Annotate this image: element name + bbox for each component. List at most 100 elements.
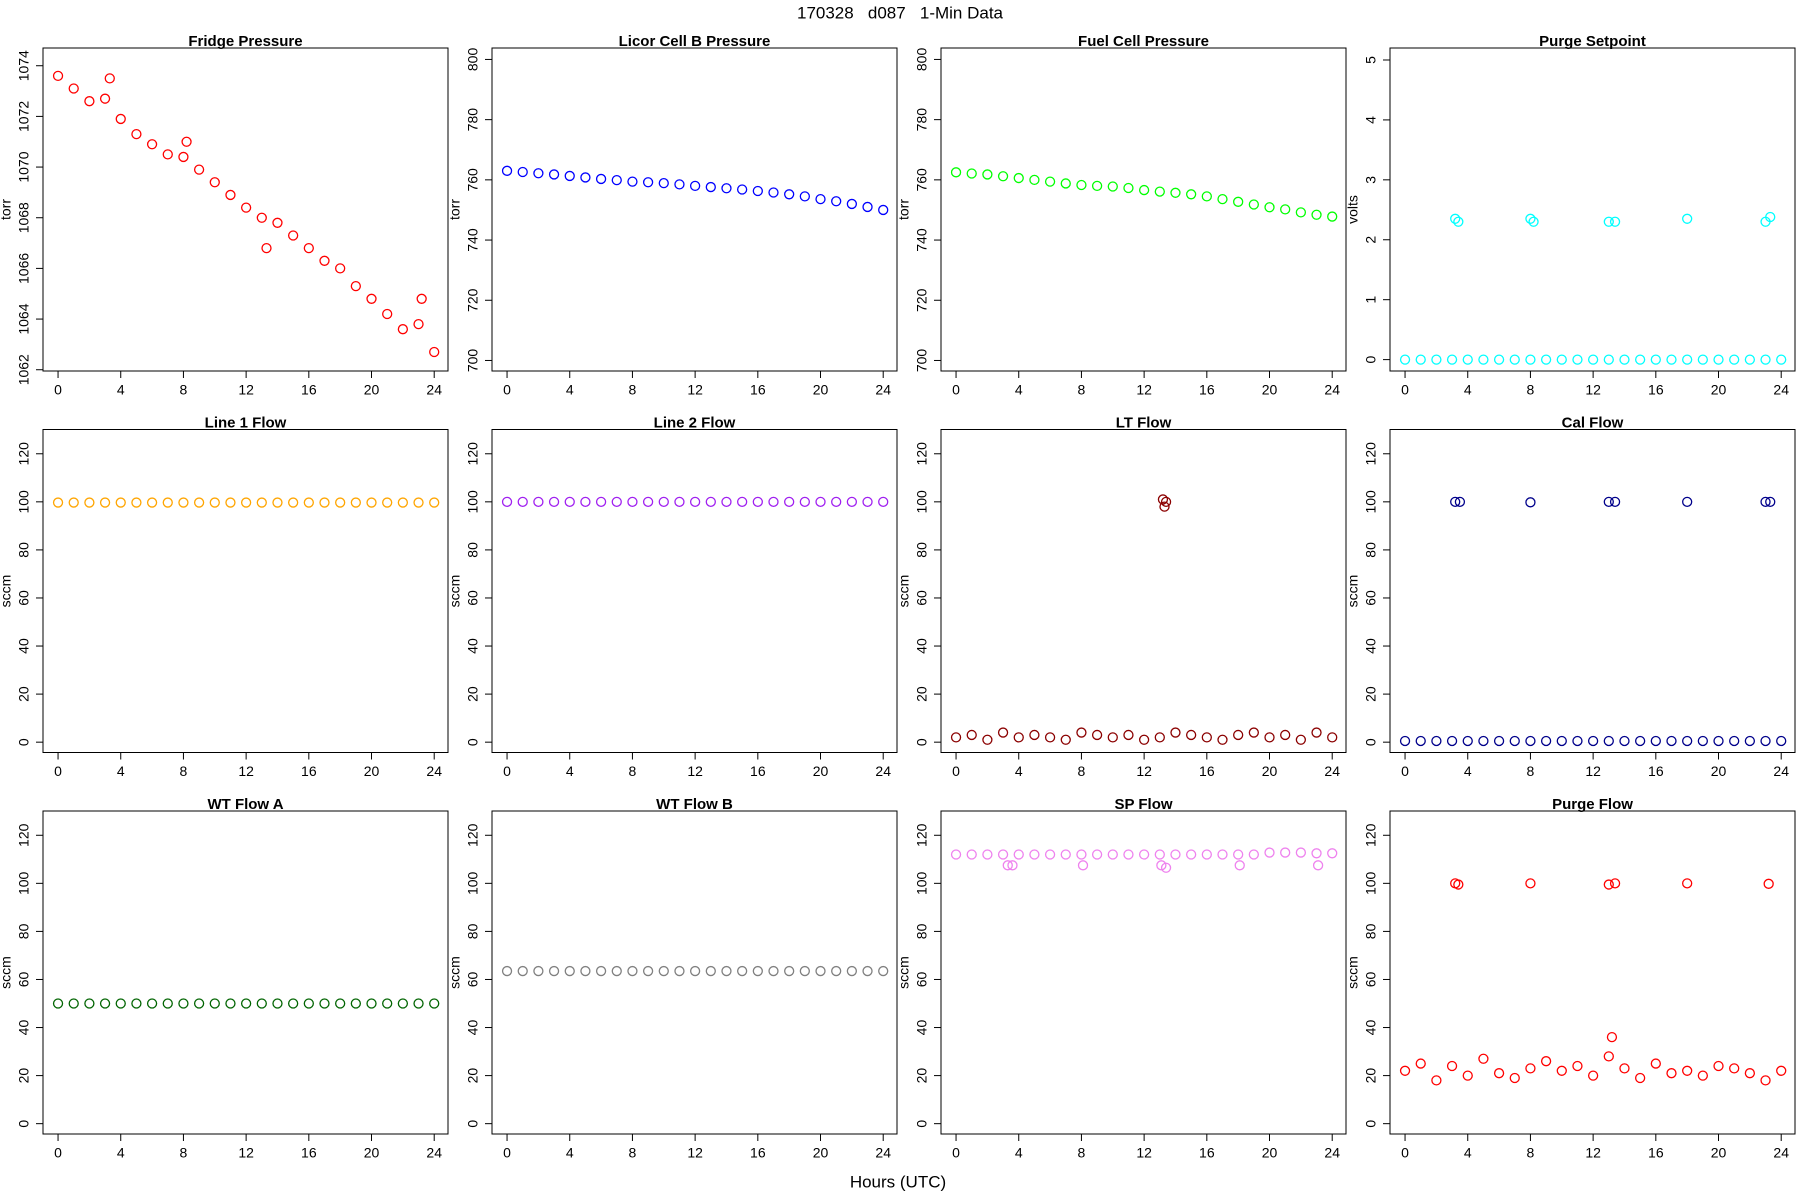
data-point xyxy=(1713,354,1724,365)
data-point xyxy=(689,180,701,192)
x-tick-label: 4 xyxy=(566,1145,574,1161)
data-point xyxy=(1107,732,1118,743)
y-tick-label: 1 xyxy=(1363,296,1379,304)
y-tick-label: 20 xyxy=(465,686,481,702)
data-point xyxy=(303,242,314,254)
data-point xyxy=(382,308,393,320)
data-point xyxy=(178,497,189,508)
y-tick-label: 740 xyxy=(914,228,930,252)
y-tick-label: 720 xyxy=(914,288,930,312)
x-tick-label: 4 xyxy=(1015,382,1023,398)
data-point xyxy=(1295,207,1307,218)
y-tick-label: 780 xyxy=(465,108,481,132)
y-tick-label: 0 xyxy=(914,1120,930,1128)
data-point xyxy=(627,176,638,187)
data-point xyxy=(1138,849,1150,860)
data-point xyxy=(162,497,173,508)
data-point xyxy=(705,965,716,977)
data-point xyxy=(1327,732,1338,743)
data-point xyxy=(611,965,622,977)
x-tick-label: 12 xyxy=(687,382,703,398)
y-axis-label: sccm xyxy=(447,956,463,989)
data-point xyxy=(1311,727,1322,738)
x-tick-label: 20 xyxy=(813,382,829,398)
data-point xyxy=(846,496,858,507)
x-tick-label: 16 xyxy=(1648,1145,1664,1161)
data-point xyxy=(1431,354,1442,365)
data-point xyxy=(784,496,795,507)
data-point xyxy=(548,965,560,977)
data-point xyxy=(1233,729,1244,741)
data-point xyxy=(752,496,763,507)
data-point xyxy=(564,170,575,182)
data-point xyxy=(1634,1072,1646,1084)
data-point xyxy=(131,128,142,140)
data-point xyxy=(115,497,126,508)
x-tick-label: 0 xyxy=(54,382,62,398)
data-point xyxy=(564,965,575,977)
x-tick-label: 0 xyxy=(503,382,511,398)
data-point xyxy=(1295,734,1307,745)
data-point xyxy=(335,497,346,508)
data-point xyxy=(580,965,591,977)
data-point xyxy=(705,181,716,193)
data-point xyxy=(181,136,192,147)
y-tick-label: 20 xyxy=(16,1068,32,1084)
data-point xyxy=(1013,172,1024,184)
data-point xyxy=(658,965,669,977)
data-point xyxy=(950,849,962,860)
data-point xyxy=(1744,735,1756,747)
y-tick-label: 120 xyxy=(16,442,32,466)
data-point xyxy=(1556,1065,1567,1076)
data-point xyxy=(99,998,111,1009)
x-tick-label: 4 xyxy=(1464,382,1472,398)
data-point xyxy=(225,497,236,508)
x-tick-label: 16 xyxy=(301,382,317,398)
data-point xyxy=(84,497,95,508)
data-point xyxy=(1060,849,1071,860)
x-tick-label: 0 xyxy=(54,763,62,779)
data-point xyxy=(335,998,346,1009)
data-point xyxy=(1248,727,1259,738)
x-tick-label: 8 xyxy=(1527,1145,1535,1161)
data-point xyxy=(240,202,252,213)
x-axis-label: Hours (UTC) xyxy=(850,1172,946,1191)
data-point xyxy=(815,193,826,205)
data-point xyxy=(397,998,409,1009)
y-tick-label: 120 xyxy=(465,442,481,466)
data-point xyxy=(1765,211,1776,223)
data-point xyxy=(611,175,622,186)
data-point xyxy=(240,497,252,508)
data-point xyxy=(1170,727,1181,738)
data-point xyxy=(1478,735,1489,747)
x-tick-label: 8 xyxy=(180,382,188,398)
x-tick-label: 4 xyxy=(566,763,574,779)
x-tick-label: 24 xyxy=(426,382,442,398)
y-tick-label: 1062 xyxy=(16,354,32,385)
data-point xyxy=(1044,732,1056,743)
data-point xyxy=(1666,735,1677,747)
x-tick-label: 20 xyxy=(1711,382,1727,398)
data-point xyxy=(1650,1058,1661,1069)
data-point xyxy=(1138,734,1150,745)
panel-title: Fuel Cell Pressure xyxy=(1078,33,1209,50)
data-point xyxy=(413,497,424,508)
data-point xyxy=(1280,204,1291,215)
data-point xyxy=(1763,878,1774,889)
data-point xyxy=(1076,179,1087,191)
data-point xyxy=(99,93,111,104)
y-tick-label: 80 xyxy=(465,542,481,558)
data-point xyxy=(1509,735,1520,747)
data-point xyxy=(1091,180,1103,192)
data-point xyxy=(1572,354,1583,365)
y-tick-label: 80 xyxy=(465,923,481,939)
y-tick-label: 120 xyxy=(1363,442,1379,466)
data-point xyxy=(68,998,79,1009)
data-point xyxy=(1107,181,1118,192)
x-tick-label: 16 xyxy=(301,1145,317,1161)
x-tick-label: 24 xyxy=(875,1145,891,1161)
x-tick-label: 24 xyxy=(1773,1145,1789,1161)
data-point xyxy=(429,346,440,358)
data-point xyxy=(272,998,283,1009)
